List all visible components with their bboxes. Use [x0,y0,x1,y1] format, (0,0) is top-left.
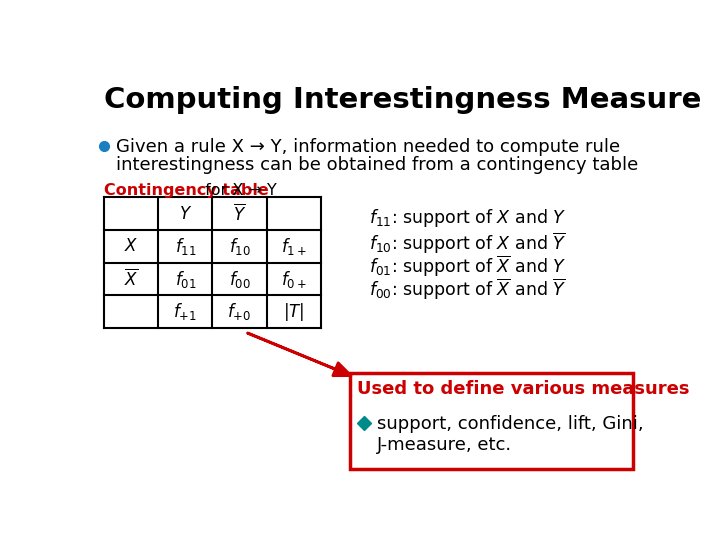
Text: $f_{11}$: support of $X$ and $Y$: $f_{11}$: support of $X$ and $Y$ [369,207,567,230]
Text: $Y$: $Y$ [179,205,192,222]
Text: $f_{10}$: support of $X$ and $\overline{Y}$: $f_{10}$: support of $X$ and $\overline{… [369,231,567,255]
Text: $|T|$: $|T|$ [283,301,305,323]
Text: $f_{0+}$: $f_{0+}$ [281,268,307,289]
Text: $f_{00}$: support of $\overline{X}$ and $\overline{Y}$: $f_{00}$: support of $\overline{X}$ and … [369,276,567,302]
Text: $f_{+1}$: $f_{+1}$ [174,301,197,322]
Text: for X → Y: for X → Y [200,183,276,198]
Text: $f_{01}$: support of $\overline{X}$ and $Y$: $f_{01}$: support of $\overline{X}$ and … [369,253,567,279]
Text: Used to define various measures: Used to define various measures [357,381,690,399]
Text: $f_{+0}$: $f_{+0}$ [228,301,252,322]
Text: J-measure, etc.: J-measure, etc. [377,436,512,454]
Text: $\overline{Y}$: $\overline{Y}$ [233,203,246,224]
Text: Given a rule X → Y, information needed to compute rule: Given a rule X → Y, information needed t… [117,138,621,156]
Text: $f_{10}$: $f_{10}$ [229,236,251,257]
Text: $X$: $X$ [124,237,138,255]
Text: Computing Interestingness Measure: Computing Interestingness Measure [104,86,701,114]
Text: Contingency table: Contingency table [104,183,269,198]
Text: interestingness can be obtained from a contingency table: interestingness can be obtained from a c… [117,156,639,174]
Text: $f_{1+}$: $f_{1+}$ [281,236,307,257]
Text: $f_{01}$: $f_{01}$ [174,268,196,289]
Text: $\overline{X}$: $\overline{X}$ [124,268,138,289]
FancyArrowPatch shape [248,333,351,376]
Text: $f_{00}$: $f_{00}$ [229,268,251,289]
FancyBboxPatch shape [350,373,632,469]
Text: $f_{11}$: $f_{11}$ [174,236,196,257]
Text: support, confidence, lift, Gini,: support, confidence, lift, Gini, [377,415,644,433]
